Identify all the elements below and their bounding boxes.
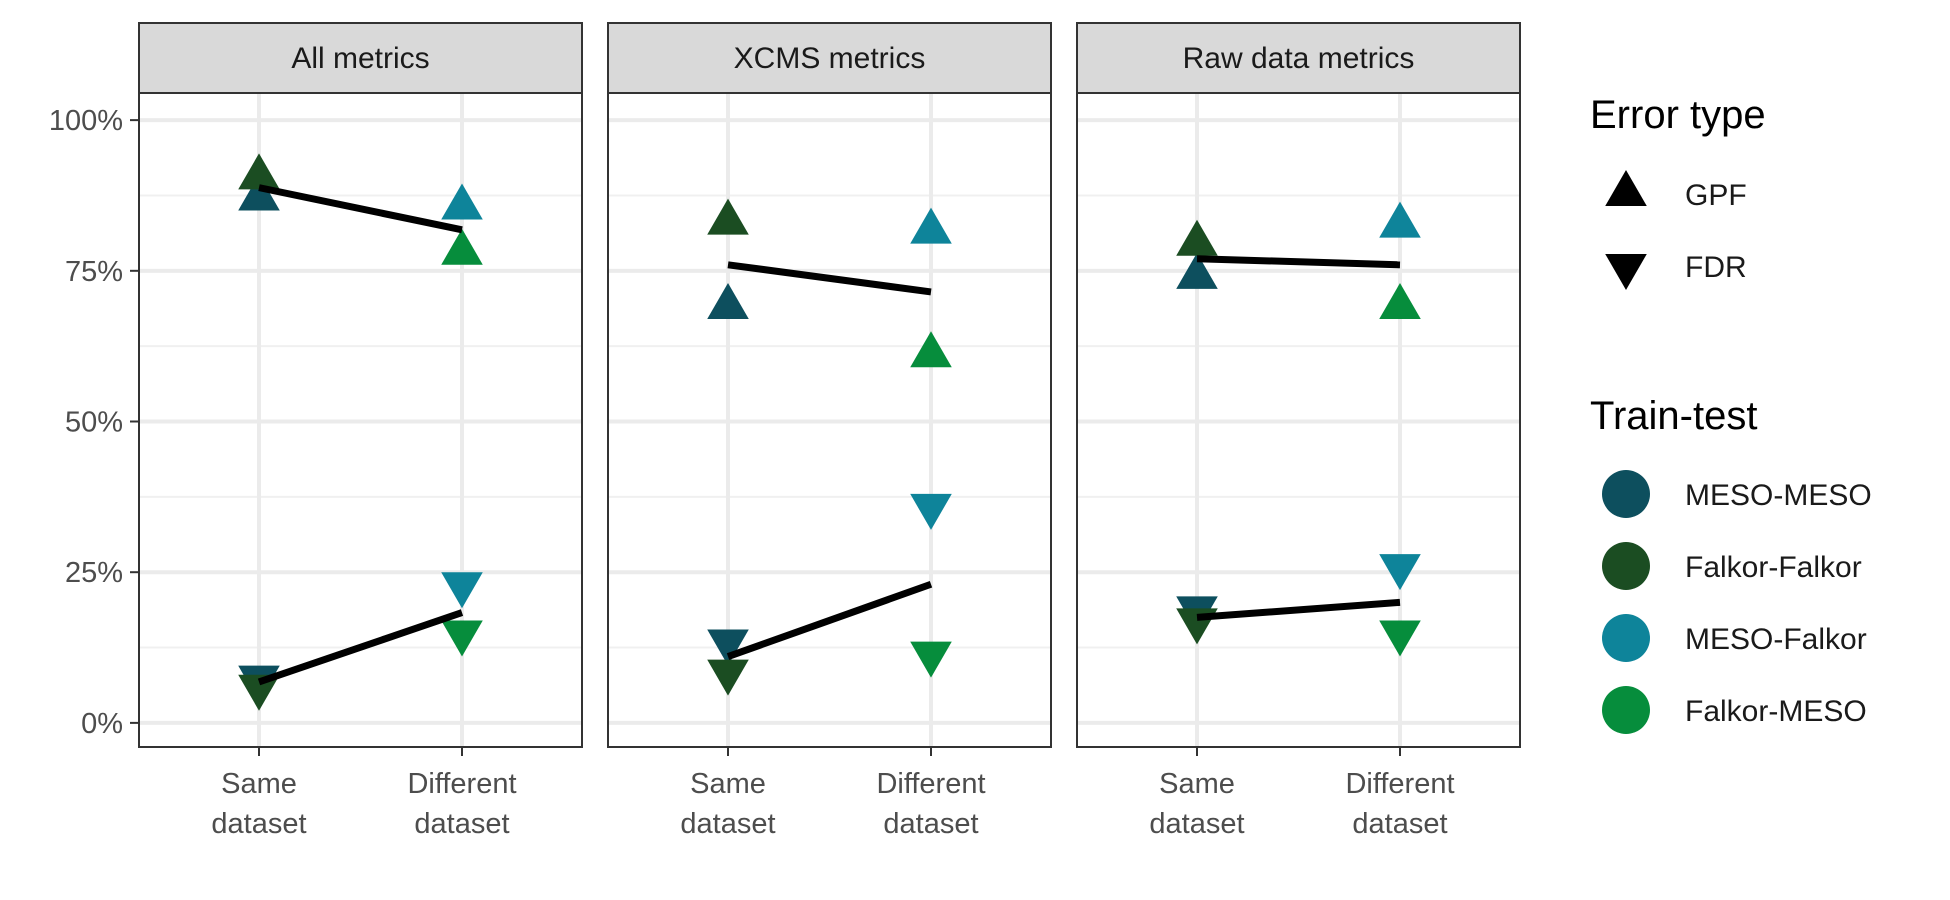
legend-label: FDR: [1685, 251, 1747, 284]
x-tick-label: Same: [1159, 768, 1235, 800]
y-tick-label: 25%: [65, 557, 123, 589]
legend: Error type GPF FDR Train-test MESO-MESO Falko…: [1590, 93, 1872, 734]
strip-title: XCMS metrics: [734, 42, 926, 75]
strip-title: All metrics: [291, 42, 429, 75]
strip-background: [138, 22, 583, 94]
point-meso-falkor-fdr-different: [910, 493, 952, 530]
x-tick-label: dataset: [211, 808, 306, 840]
x-tick-label: Same: [221, 768, 297, 800]
point-falkor-meso-fdr-different: [910, 641, 952, 678]
point-falkor-meso-gpf-different: [910, 331, 952, 368]
x-tick-label: Different: [876, 768, 985, 800]
panel-border: [1076, 92, 1521, 748]
strip-title: Raw data metrics: [1183, 42, 1415, 75]
legend-key-meso-meso: [1602, 470, 1650, 518]
trend-line-fdr: [257, 609, 464, 686]
legend-key-falkor-meso: [1602, 686, 1650, 734]
point-meso-meso-gpf-same: [1176, 252, 1218, 289]
facet-panel-1: All metrics Same dataset Different dataset: [138, 22, 583, 840]
point-meso-falkor-gpf-different: [441, 183, 483, 220]
x-tick-label: Different: [407, 768, 516, 800]
panel-border: [607, 92, 1052, 748]
point-falkor-falkor-fdr-same: [707, 659, 749, 696]
legend-label: Falkor-MESO: [1685, 695, 1867, 728]
panels-layer: All metricsSamedatasetDifferentdatasetXC…: [138, 22, 1521, 840]
legend-label: MESO-MESO: [1685, 479, 1872, 512]
point-meso-meso-fdr-same: [707, 629, 749, 666]
legend-key-falkor-falkor: [1602, 542, 1650, 590]
y-tick-label: 50%: [65, 407, 123, 439]
panel-border: [138, 92, 583, 748]
trend-line-fdr: [1196, 598, 1401, 621]
point-falkor-falkor-fdr-same: [238, 674, 280, 711]
point-meso-falkor-fdr-different: [441, 572, 483, 609]
y-tick-label: 0%: [81, 708, 123, 740]
point-meso-meso-gpf-same: [707, 282, 749, 319]
legend-title-train-test: Train-test: [1590, 394, 1757, 438]
y-tick-label: 100%: [49, 105, 123, 137]
x-tick-label: dataset: [883, 808, 978, 840]
trend-line-gpf: [1196, 255, 1401, 269]
legend-key-gpf: [1605, 170, 1647, 206]
point-meso-meso-gpf-same: [238, 174, 280, 211]
x-tick-label: dataset: [1149, 808, 1244, 840]
legend-label: MESO-Falkor: [1685, 623, 1867, 656]
strip-background: [607, 22, 1052, 94]
point-falkor-meso-fdr-different: [441, 620, 483, 657]
point-falkor-meso-gpf-different: [1379, 282, 1421, 319]
trend-line-fdr: [726, 580, 933, 660]
legend-label: GPF: [1685, 179, 1747, 212]
point-meso-falkor-fdr-different: [1379, 554, 1421, 591]
x-tick-label: Same: [690, 768, 766, 800]
x-tick-label: dataset: [414, 808, 509, 840]
point-meso-falkor-gpf-different: [1379, 201, 1421, 238]
legend-key-fdr: [1605, 254, 1647, 290]
y-axis: 0% 25% 50% 75% 100%: [49, 105, 139, 740]
x-tick-label: dataset: [1352, 808, 1447, 840]
trend-line-gpf: [258, 184, 463, 234]
facet-panel-2: XCMS metrics Same dataset Different dataset: [607, 22, 1052, 840]
point-meso-falkor-gpf-different: [910, 207, 952, 244]
point-falkor-falkor-gpf-same: [707, 198, 749, 235]
legend-label: Falkor-Falkor: [1685, 551, 1862, 584]
point-falkor-falkor-gpf-same: [238, 153, 280, 190]
point-falkor-falkor-gpf-same: [1176, 219, 1218, 256]
strip-background: [1076, 22, 1521, 94]
y-tick-label: 75%: [65, 256, 123, 288]
facet-panel-3: Raw data metrics Same dataset Different data…: [1076, 22, 1521, 840]
trend-line-gpf: [727, 261, 932, 296]
legend-key-meso-falkor: [1602, 614, 1650, 662]
legend-title-error-type: Error type: [1590, 93, 1766, 137]
point-falkor-meso-gpf-different: [441, 228, 483, 265]
x-tick-label: Different: [1345, 768, 1454, 800]
x-tick-label: dataset: [680, 808, 775, 840]
point-falkor-meso-fdr-different: [1379, 620, 1421, 657]
